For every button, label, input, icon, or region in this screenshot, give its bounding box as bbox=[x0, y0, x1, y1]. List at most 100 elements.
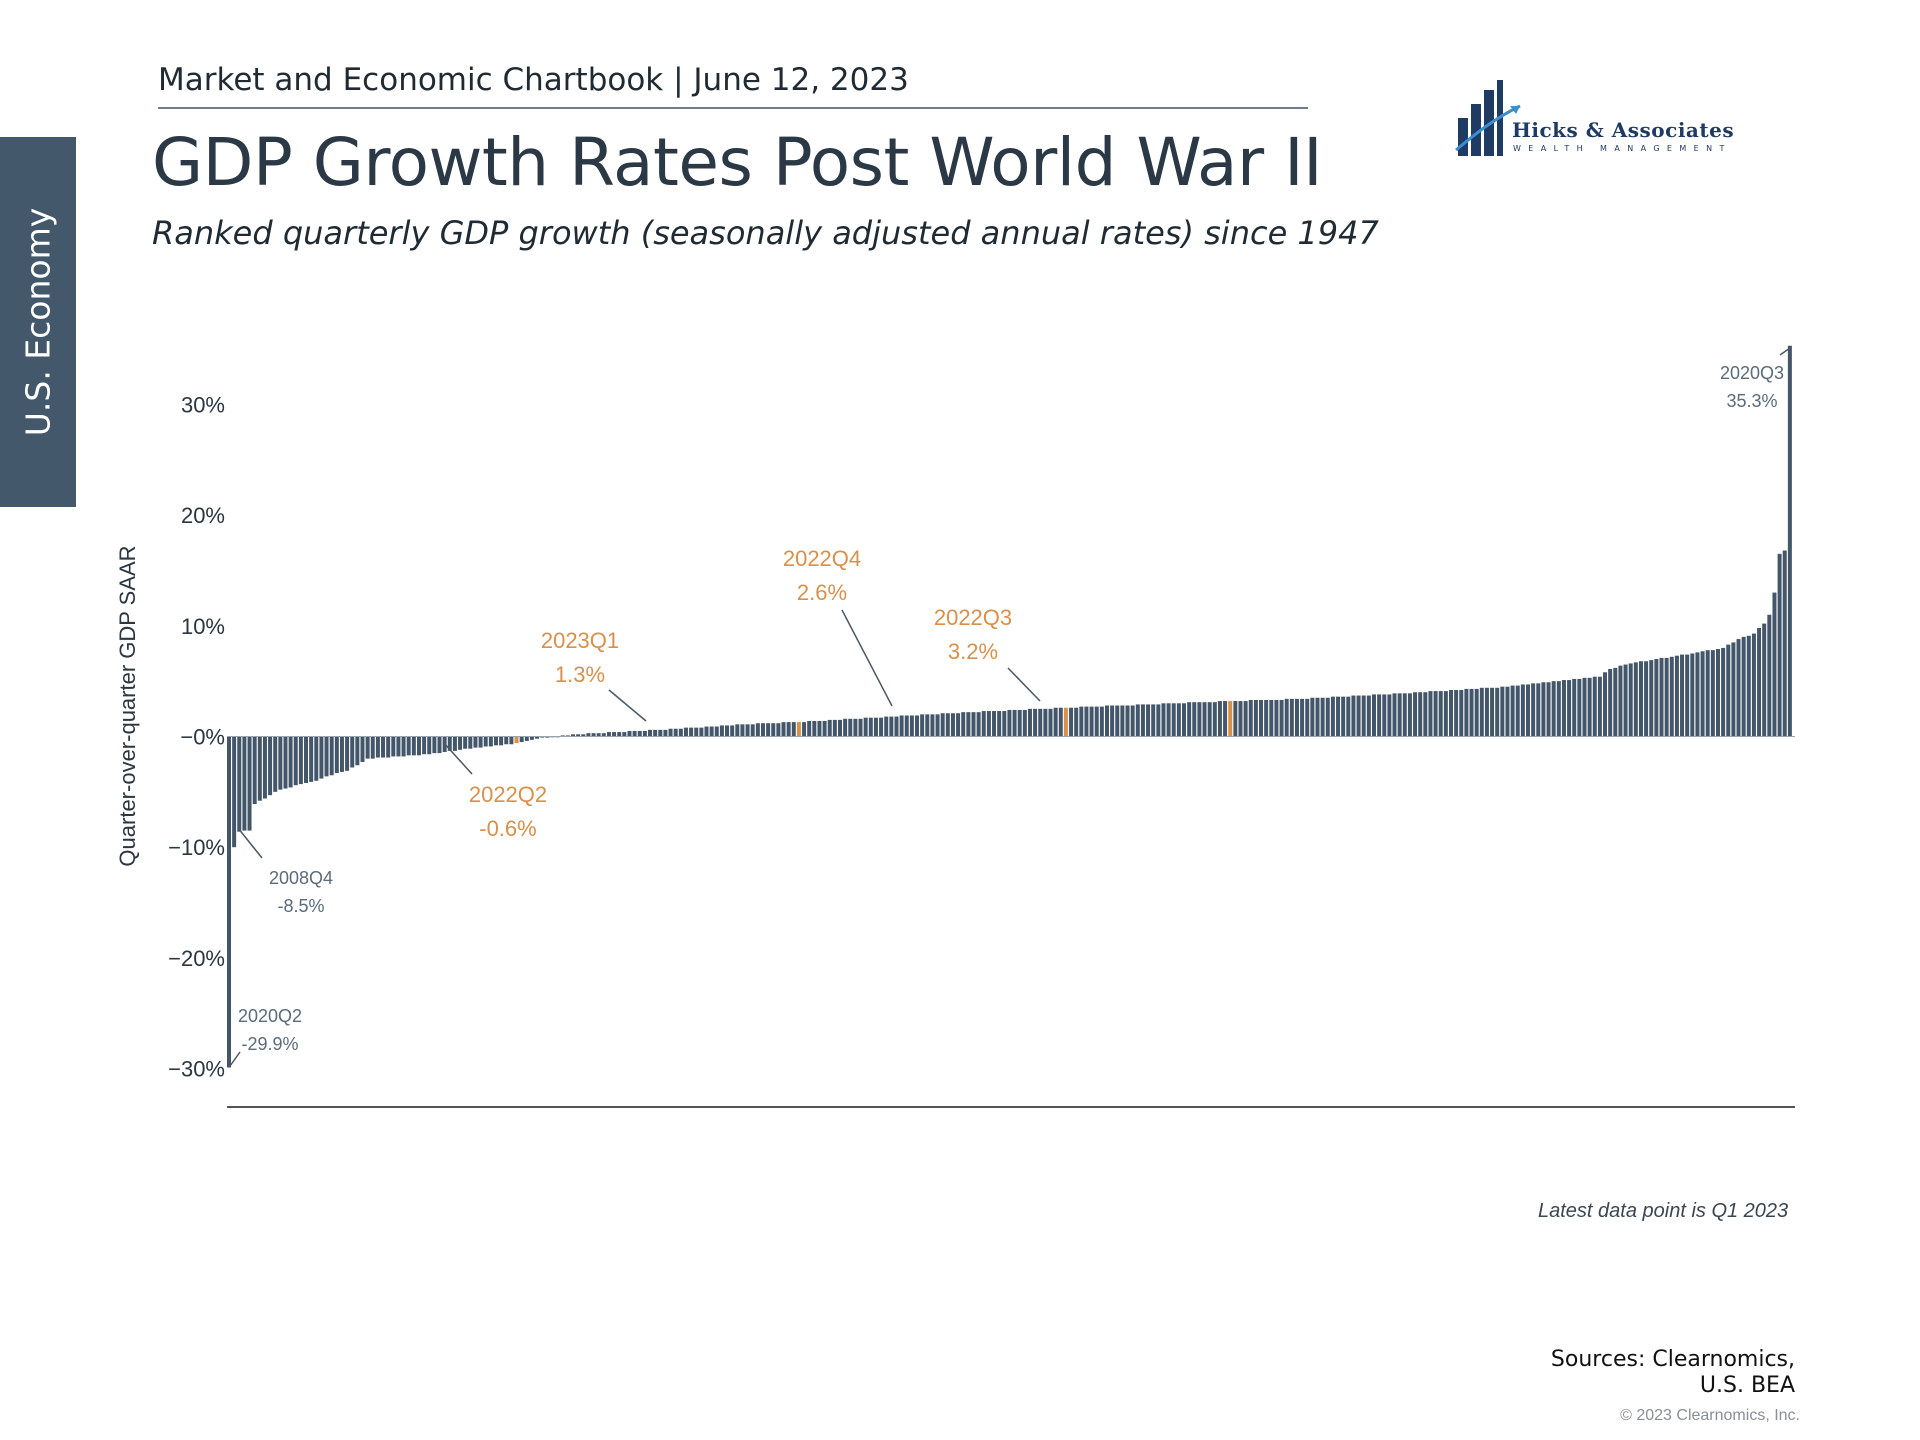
chart-bar bbox=[1156, 704, 1161, 737]
chart-bar bbox=[714, 726, 719, 737]
chart-bar bbox=[514, 736, 519, 744]
chart-bar bbox=[992, 711, 997, 737]
chart-bar bbox=[1413, 692, 1418, 737]
chart-bar bbox=[694, 727, 699, 737]
chart-bar bbox=[863, 717, 868, 737]
gdp-ranked-bar-chart: 30% 20% 10% −0% −10% −20% −30% Quarter-over-qu… bbox=[115, 345, 1795, 1108]
chart-bar bbox=[678, 728, 683, 737]
chart-bar bbox=[1053, 707, 1058, 737]
chart-bar bbox=[273, 736, 278, 792]
chart-bar bbox=[1628, 663, 1633, 737]
chart-bar bbox=[1212, 702, 1217, 737]
chart-bar bbox=[1546, 682, 1551, 737]
annotation-leader-line bbox=[1779, 347, 1791, 356]
chart-bar bbox=[653, 729, 658, 737]
chart-bar bbox=[257, 736, 262, 801]
section-tab: U.S. Economy bbox=[0, 137, 76, 507]
chart-bar bbox=[868, 717, 873, 737]
chart-bar bbox=[791, 722, 796, 737]
chart-bar bbox=[252, 736, 257, 805]
chart-bar bbox=[452, 736, 457, 751]
chart-bar bbox=[350, 736, 355, 768]
chart-bar bbox=[483, 736, 488, 747]
chart-bar bbox=[1397, 693, 1402, 737]
chart-bar bbox=[1741, 636, 1746, 737]
chart-bar bbox=[1161, 703, 1166, 737]
chart-bar bbox=[1084, 706, 1089, 737]
chart-bar bbox=[571, 734, 576, 737]
chart-bar bbox=[586, 733, 591, 737]
chart-bar bbox=[1454, 690, 1459, 737]
chart-bar bbox=[899, 715, 904, 737]
chart-bar bbox=[1151, 704, 1156, 737]
annotation-value-label: 1.3% bbox=[555, 662, 605, 687]
chart-bar bbox=[904, 715, 909, 737]
chart-bar bbox=[1787, 345, 1792, 737]
chart-bar bbox=[360, 736, 365, 762]
chart-bar bbox=[1592, 676, 1597, 737]
chart-bar bbox=[1685, 654, 1690, 737]
chart-bar bbox=[1531, 683, 1536, 737]
chart-bar bbox=[822, 721, 827, 737]
chart-bar bbox=[1125, 705, 1130, 737]
chart-bar bbox=[227, 736, 231, 1068]
chart-bar bbox=[1705, 650, 1710, 737]
chart-bar bbox=[278, 736, 283, 790]
chart-bar bbox=[1613, 667, 1618, 737]
chart-bar bbox=[1207, 702, 1212, 737]
chart-bar bbox=[1079, 706, 1084, 737]
chart-bar bbox=[781, 722, 786, 737]
chart-bar bbox=[807, 721, 812, 737]
logo-buildings-icon bbox=[1455, 80, 1521, 156]
annotation-value-label: 2.6% bbox=[797, 580, 847, 605]
chart-bar bbox=[365, 736, 370, 759]
chart-bar bbox=[1746, 635, 1751, 737]
chart-bar bbox=[432, 736, 437, 754]
chart-bar bbox=[1505, 686, 1510, 737]
chart-bar bbox=[339, 736, 344, 772]
y-axis-label: Quarter-over-quarter GDP SAAR bbox=[115, 545, 140, 866]
chart-bar bbox=[945, 713, 950, 737]
chart-bar bbox=[1315, 697, 1320, 737]
chart-bar bbox=[663, 729, 668, 737]
chart-bar bbox=[416, 736, 421, 756]
chart-bar bbox=[1695, 652, 1700, 737]
chart-bar bbox=[509, 736, 514, 745]
chart-bar bbox=[1418, 692, 1423, 737]
chart-bar bbox=[889, 716, 894, 737]
chart-bar bbox=[709, 726, 714, 737]
y-axis-ticks: 30% 20% 10% −0% −10% −20% −30% bbox=[168, 392, 225, 1081]
chart-bar bbox=[1757, 628, 1762, 737]
chart-bar bbox=[1305, 698, 1310, 737]
chart-bar bbox=[843, 718, 848, 737]
chart-bar bbox=[381, 736, 386, 758]
y-tick-label: 30% bbox=[181, 392, 225, 417]
chart-bar bbox=[1669, 656, 1674, 737]
chart-bar bbox=[1202, 702, 1207, 737]
chart-bar bbox=[915, 715, 920, 737]
chart-bar bbox=[668, 728, 673, 737]
chart-bar bbox=[1274, 699, 1279, 737]
chart-bar bbox=[463, 736, 468, 749]
chart-bar bbox=[1259, 699, 1264, 737]
chart-bar bbox=[981, 711, 986, 737]
chart-bar bbox=[1371, 694, 1376, 737]
chart-bar bbox=[617, 732, 622, 737]
chart-bar bbox=[1541, 682, 1546, 737]
chart-bar bbox=[1700, 651, 1705, 737]
chart-bar bbox=[935, 714, 940, 737]
chart-bar bbox=[370, 736, 375, 759]
chart-bar bbox=[920, 714, 925, 737]
chart-bar bbox=[288, 736, 293, 788]
chart-bar bbox=[1243, 701, 1248, 737]
chart-bar bbox=[750, 724, 755, 737]
chart-bar bbox=[1099, 706, 1104, 737]
chart-bar bbox=[1438, 691, 1443, 737]
chart-bar bbox=[488, 736, 493, 747]
chart-bar bbox=[1690, 653, 1695, 737]
chart-bar bbox=[930, 714, 935, 737]
chart-bar bbox=[268, 736, 273, 796]
chart-bar bbox=[560, 735, 565, 737]
chart-bar bbox=[1074, 707, 1079, 737]
chart-bar bbox=[1402, 693, 1407, 737]
